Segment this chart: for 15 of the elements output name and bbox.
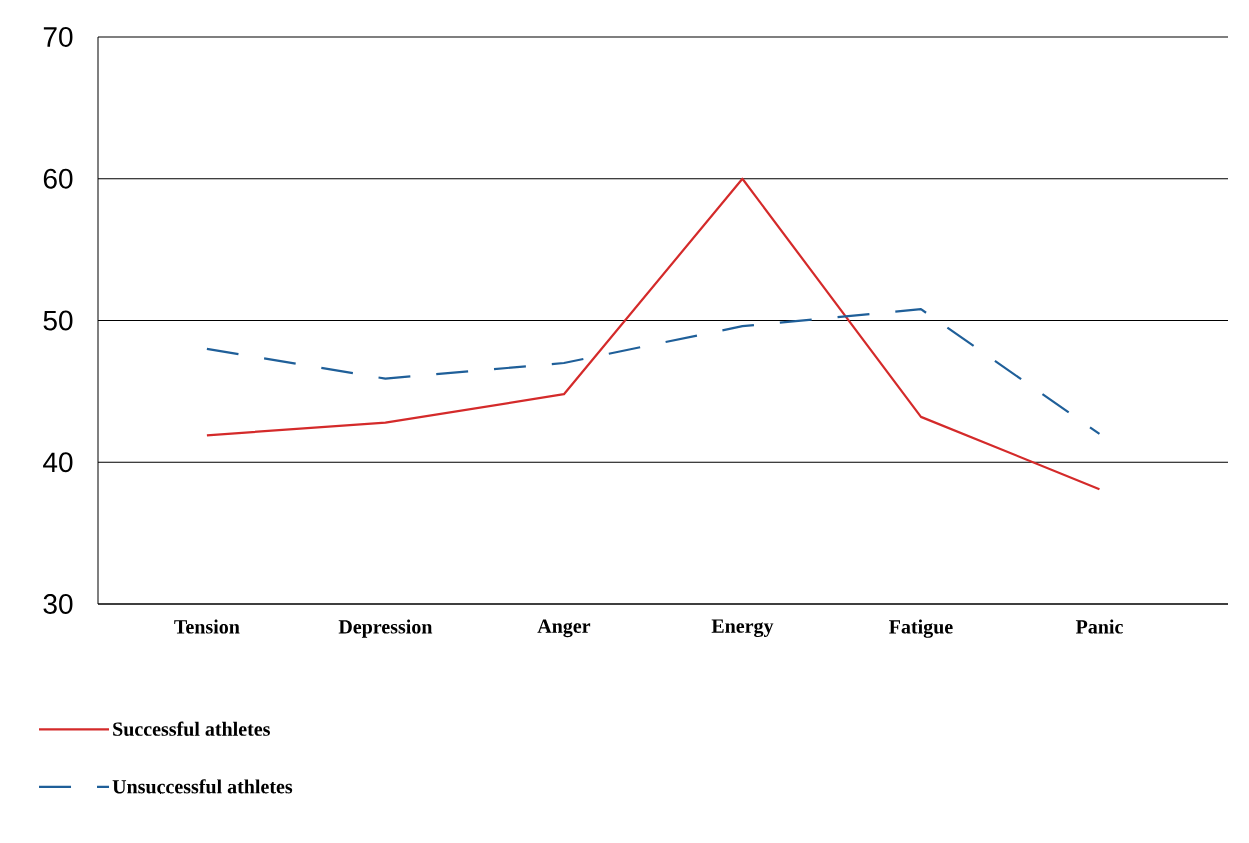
legend-label: Successful athletes [113,721,270,736]
x-tick-label: Tension [174,619,240,634]
x-tick-label: Depression [338,619,433,638]
x-tick-label: Panic [1075,619,1123,634]
y-tick-label: 50 [43,310,73,331]
x-tick-label: Energy [711,619,774,638]
y-tick-label: 30 [43,594,73,614]
line-series [205,308,1101,435]
y-tick-label: 70 [43,27,73,47]
x-tick-label: Fatigue [889,619,953,638]
y-tick-label: 40 [43,452,73,473]
legend-label: Unsuccessful athletes [112,779,293,794]
y-tick-label: 60 [43,168,73,189]
x-tick-label: Anger [537,619,591,638]
line-series [205,177,1101,491]
